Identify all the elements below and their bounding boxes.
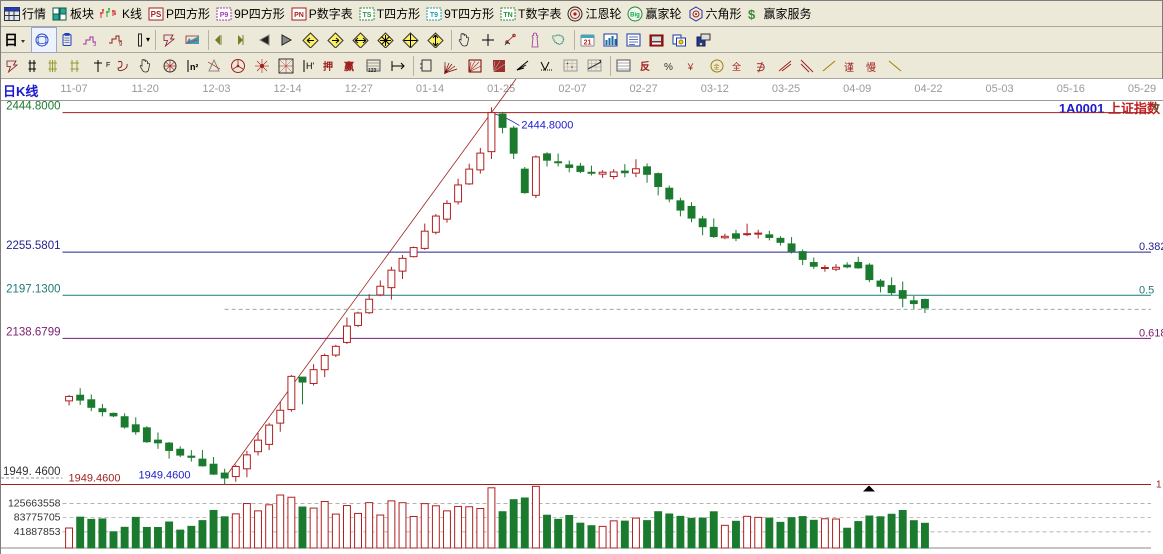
svg-text:05-03: 05-03 xyxy=(986,83,1014,95)
svg-text:02-07: 02-07 xyxy=(558,83,586,95)
svg-text:125663558: 125663558 xyxy=(8,498,61,510)
svg-text:2197.1300: 2197.1300 xyxy=(6,283,60,295)
svg-text:2255.5801: 2255.5801 xyxy=(6,240,60,252)
svg-text:21: 21 xyxy=(584,39,592,46)
svg-text:全: 全 xyxy=(732,61,741,72)
svg-text:0.382: 0.382 xyxy=(1139,241,1163,253)
svg-text:12-14: 12-14 xyxy=(274,83,302,95)
svg-text:01-25: 01-25 xyxy=(487,83,515,95)
svg-text:04-22: 04-22 xyxy=(914,83,942,95)
svg-text:0.5: 0.5 xyxy=(1139,284,1154,296)
svg-text:￥: ￥ xyxy=(686,62,695,72)
svg-text:Big: Big xyxy=(631,12,641,18)
svg-text:05-29: 05-29 xyxy=(1128,83,1156,95)
svg-text:1949.4600: 1949.4600 xyxy=(69,473,121,485)
svg-text:PS: PS xyxy=(151,10,162,19)
svg-text:1949. 4600: 1949. 4600 xyxy=(3,466,61,478)
svg-text:%: % xyxy=(664,62,673,73)
svg-text:H": H" xyxy=(306,61,314,71)
svg-text:反: 反 xyxy=(640,60,650,73)
svg-text:83775705: 83775705 xyxy=(14,512,61,524)
svg-text:2444.8000: 2444.8000 xyxy=(521,120,573,132)
svg-text:0: 0 xyxy=(1153,102,1159,114)
svg-text:12-03: 12-03 xyxy=(202,83,230,95)
svg-text:2138.6799: 2138.6799 xyxy=(6,326,60,338)
svg-text:03-12: 03-12 xyxy=(701,83,729,95)
svg-text:123: 123 xyxy=(368,68,377,73)
svg-text:n²: n² xyxy=(190,62,198,72)
svg-text:05-16: 05-16 xyxy=(1057,83,1085,95)
svg-text:41887853: 41887853 xyxy=(14,526,61,538)
svg-text:P9: P9 xyxy=(220,12,229,19)
svg-text:02-27: 02-27 xyxy=(630,83,658,95)
svg-text:3: 3 xyxy=(93,42,97,47)
svg-text:11-07: 11-07 xyxy=(60,83,87,95)
svg-text:赢: 赢 xyxy=(344,60,354,73)
svg-text:PN: PN xyxy=(294,12,304,19)
svg-text:日: 日 xyxy=(4,32,18,48)
svg-text:9: 9 xyxy=(119,42,123,47)
svg-text:01-14: 01-14 xyxy=(416,83,444,95)
svg-text:$: $ xyxy=(748,7,756,21)
svg-text:谨: 谨 xyxy=(844,61,854,73)
svg-text:T9: T9 xyxy=(430,12,438,19)
svg-text:∌: ∌ xyxy=(756,61,766,73)
svg-text:TN: TN xyxy=(503,12,512,19)
svg-text:慢: 慢 xyxy=(866,62,876,73)
svg-text:0.618: 0.618 xyxy=(1139,327,1163,339)
svg-text:04-09: 04-09 xyxy=(843,83,871,95)
svg-text:11-20: 11-20 xyxy=(132,83,159,95)
svg-text:1949.4600: 1949.4600 xyxy=(139,470,191,482)
svg-text:押: 押 xyxy=(323,60,333,73)
svg-text:TS: TS xyxy=(362,12,371,19)
svg-text:金: 金 xyxy=(714,63,720,71)
svg-text:03-25: 03-25 xyxy=(772,83,800,95)
svg-text:12-27: 12-27 xyxy=(345,83,373,95)
svg-text:2444.8000: 2444.8000 xyxy=(6,101,60,113)
svg-text:1: 1 xyxy=(1156,480,1162,491)
